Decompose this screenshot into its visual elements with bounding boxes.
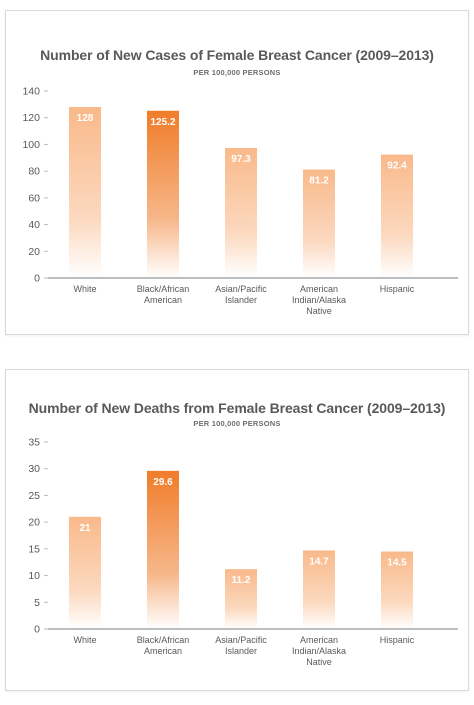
y-tick-label: 140 — [22, 86, 40, 98]
bar — [225, 148, 257, 278]
x-tick-label: White — [73, 635, 96, 645]
y-tick-label: 15 — [28, 543, 40, 555]
x-tick-label: American Indian/Alaska Native — [292, 284, 346, 316]
x-tick-label: American Indian/Alaska Native — [292, 635, 346, 667]
y-tick-label: 35 — [28, 437, 40, 449]
data-label: 128 — [77, 113, 94, 124]
chart-title: Number of New Deaths from Female Breast … — [28, 400, 446, 416]
bar — [381, 154, 413, 278]
x-tick-label: Black/African American — [137, 635, 190, 656]
bar — [303, 550, 335, 629]
y-tick-label: 120 — [22, 112, 40, 124]
y-tick-label: 0 — [34, 273, 40, 285]
data-label: 21 — [79, 523, 91, 534]
bar-chart-new-cases: 0 20 40 60 80 100 120 140 128 White 125.2 Black/Afr… — [22, 86, 458, 316]
x-tick-label: Hispanic — [380, 284, 415, 294]
data-label: 125.2 — [150, 117, 175, 128]
bar — [303, 169, 335, 278]
data-label: 29.6 — [153, 477, 173, 488]
chart-panel-new-deaths: Number of New Deaths from Female Breast … — [5, 369, 469, 691]
bar — [69, 107, 101, 279]
x-tick-label: Asian/Pacific Islander — [215, 635, 267, 656]
x-tick-label: Asian/Pacific Islander — [215, 284, 267, 305]
chart-subtitle: PER 100,000 PERSONS — [193, 68, 281, 77]
y-tick-label: 10 — [28, 570, 40, 582]
y-tick-label: 60 — [28, 192, 40, 204]
x-tick-label: Hispanic — [380, 635, 415, 645]
y-tick-label: 100 — [22, 139, 40, 151]
y-tick-label: 20 — [28, 517, 40, 529]
bar — [147, 110, 179, 278]
chart-title: Number of New Cases of Female Breast Can… — [40, 47, 434, 63]
x-tick-label: White — [73, 284, 96, 294]
data-label: 14.7 — [309, 556, 329, 567]
y-tick-label: 5 — [34, 597, 40, 609]
chart-subtitle: PER 100,000 PERSONS — [193, 419, 281, 428]
y-tick-label: 25 — [28, 490, 40, 502]
y-tick-label: 30 — [28, 463, 40, 475]
chart-panel-new-cases: Number of New Cases of Female Breast Can… — [5, 10, 469, 335]
bar — [147, 470, 179, 629]
bar — [381, 551, 413, 629]
bar — [69, 516, 101, 629]
y-tick-label: 20 — [28, 246, 40, 258]
x-tick-label: Black/African American — [137, 284, 190, 305]
y-tick-label: 80 — [28, 166, 40, 178]
bar — [225, 569, 257, 629]
data-label: 81.2 — [309, 176, 329, 187]
bar-chart-new-deaths: 0 5 10 15 20 25 30 35 21 White 29.6 Black/African Am… — [28, 437, 458, 667]
data-label: 97.3 — [231, 154, 251, 165]
y-tick-label: 40 — [28, 219, 40, 231]
y-tick-label: 0 — [34, 624, 40, 636]
data-label: 11.2 — [232, 575, 251, 586]
data-label: 14.5 — [387, 558, 407, 569]
data-label: 92.4 — [387, 161, 407, 172]
